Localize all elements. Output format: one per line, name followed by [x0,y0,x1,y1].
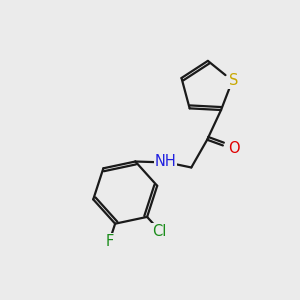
Text: NH: NH [155,154,176,169]
Text: Cl: Cl [152,224,166,239]
Text: O: O [228,141,240,156]
Text: S: S [229,73,238,88]
Text: F: F [106,234,114,249]
